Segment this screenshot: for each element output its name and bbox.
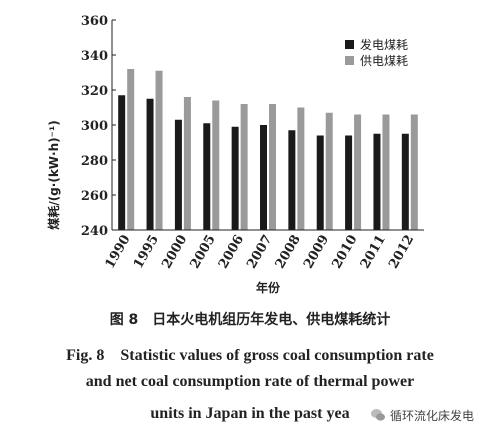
bar-net-2009 (325, 112, 333, 230)
x-tick-label: 2008 (273, 233, 304, 272)
figure-caption-cn: 图 8 日本火电机组历年发电、供电煤耗统计 (109, 312, 391, 328)
legend: 发电煤耗 供电煤耗 (345, 37, 408, 68)
bar-net-2000 (183, 97, 191, 230)
y-axis-label: 煤耗/(g·(kW·h)⁻¹) (46, 120, 61, 229)
bar-net-1995 (155, 70, 163, 230)
y-tick-labels: 240 260 280 300 320 340 360 (81, 14, 108, 239)
y-tick-label: 240 (81, 224, 108, 239)
axes-layer (111, 19, 424, 231)
x-tick-label: 2009 (301, 233, 332, 272)
watermark: 循环流化床发电 (366, 404, 479, 426)
x-tick-label: 2010 (329, 233, 360, 272)
y-tick-label: 340 (81, 49, 108, 64)
wechat-icon (371, 409, 385, 421)
bar-net-2012 (410, 114, 418, 230)
legend-swatch-series-2 (345, 56, 354, 65)
bar-gross-2011 (373, 133, 381, 230)
bar-gross-2006 (231, 126, 239, 230)
y-tick-label: 300 (81, 119, 108, 134)
bar-gross-1995 (146, 98, 154, 230)
bar-net-2008 (297, 107, 305, 230)
x-tick-label: 2000 (159, 233, 190, 272)
legend-swatch-series-1 (345, 40, 354, 49)
x-tick-label: 1995 (131, 233, 162, 272)
x-axis-label: 年份 (256, 280, 281, 295)
bar-gross-2012 (401, 133, 409, 230)
bar-net-2006 (240, 104, 248, 230)
bar-net-2010 (354, 114, 362, 230)
legend-label-series-2: 供电煤耗 (360, 54, 408, 68)
bar-net-2005 (212, 100, 220, 230)
x-tick-labels: 1990199520002005200620072008200920102011… (103, 233, 418, 272)
bar-net-2007 (269, 104, 276, 230)
bar-gross-2005 (203, 123, 211, 230)
bar-net-2011 (382, 114, 390, 230)
figure-caption-en-line-3: units in Japan in the past yea (150, 405, 350, 422)
x-tick-label: 2006 (216, 233, 247, 272)
x-tick-label: 2005 (188, 233, 219, 272)
watermark-text: 循环流化床发电 (390, 408, 475, 423)
figure-caption-en-line-2: and net coal consumption rate of thermal… (85, 373, 415, 390)
bar-gross-2007 (260, 125, 267, 230)
legend-label-series-1: 发电煤耗 (360, 37, 408, 52)
figure-caption-en-line-1: Fig. 8 Statistic values of gross coal co… (66, 347, 434, 364)
x-tick-label: 2012 (386, 233, 417, 272)
bar-net-1990 (127, 69, 135, 230)
bars-layer (118, 69, 418, 230)
bar-gross-1990 (118, 95, 126, 230)
x-tick-label: 2007 (244, 233, 275, 272)
y-tick-label: 360 (81, 14, 108, 29)
bar-gross-2008 (288, 130, 296, 230)
x-tick-label: 2011 (358, 233, 389, 272)
bar-gross-2000 (174, 119, 182, 230)
y-tick-label: 260 (81, 189, 108, 204)
bar-gross-2009 (316, 135, 324, 230)
bar-gross-2010 (345, 135, 353, 230)
y-tick-label: 320 (81, 84, 108, 99)
y-tick-label: 280 (81, 154, 108, 169)
bar-chart: 240 260 280 300 320 340 360 199019952000200520… (46, 14, 424, 295)
